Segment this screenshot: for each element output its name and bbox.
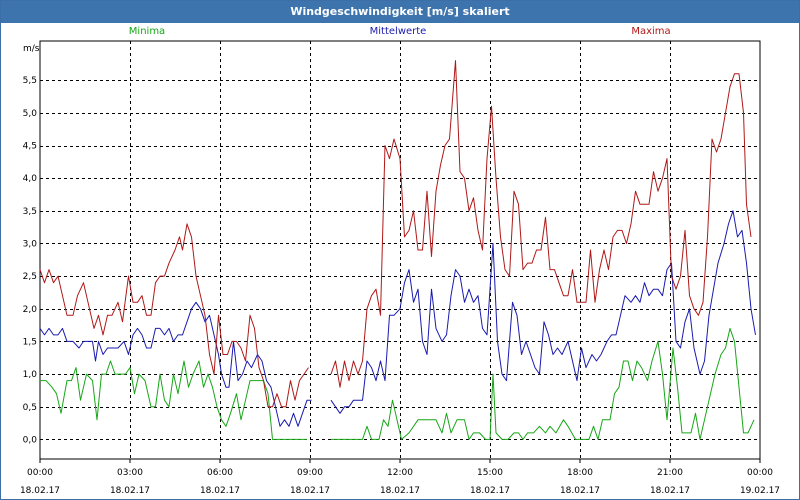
x-tick-label-date: 18.02.17	[470, 486, 510, 496]
x-tick-label-date: 18.02.17	[380, 486, 420, 496]
grid	[39, 40, 761, 460]
x-tick-label-time: 03:00	[117, 468, 143, 478]
series-line-maxima	[39, 223, 309, 408]
x-tick-label-date: 18.02.17	[560, 486, 600, 496]
series-line-minima	[40, 360, 307, 440]
wind-speed-chart: 0,0 0,5 1,0 1,5 2,0 2,5 3,0 3,5 4,0 4,5 5,0 5,5 00:…	[20, 26, 780, 496]
y-tick-label: 1,5	[23, 337, 37, 347]
legend-item-minima: Minima	[129, 26, 165, 37]
x-tick-label-date: 19.02.17	[740, 486, 780, 496]
window-title: Windgeschwindigkeit [m/s] skaliert	[1, 1, 799, 23]
x-tick-label-time: 00:00	[747, 468, 773, 478]
series-line-minima	[331, 327, 755, 440]
y-tick-label: 4,5	[23, 142, 37, 152]
y-axis-unit-label: m/s	[23, 44, 40, 54]
x-tick-label-time: 06:00	[207, 468, 233, 478]
y-tick-label: 0,0	[23, 435, 38, 445]
x-tick-label-time: 21:00	[657, 468, 683, 478]
legend-item-mittelwerte: Mittelwerte	[370, 26, 427, 37]
series-line-maxima	[330, 60, 752, 388]
x-tick-label-date: 18.02.17	[650, 486, 690, 496]
y-tick-label: 4,0	[23, 174, 38, 184]
y-tick-label: 0,5	[23, 403, 37, 413]
x-tick-label-date: 18.02.17	[110, 486, 150, 496]
y-tick-label: 2,0	[23, 305, 38, 315]
y-tick-label: 2,5	[23, 272, 37, 282]
series-line-mittelwerte	[39, 301, 312, 427]
x-tick-label-time: 15:00	[477, 468, 503, 478]
x-tick-label-time: 09:00	[297, 468, 323, 478]
y-tick-label: 1,0	[23, 370, 38, 380]
x-tick-label-date: 18.02.17	[200, 486, 240, 496]
y-tick-label: 5,0	[23, 109, 38, 119]
y-axis: 0,0 0,5 1,0 1,5 2,0 2,5 3,0 3,5 4,0 4,5 5,0 5,5	[23, 76, 38, 445]
legend: Minima Mittelwerte Maxima	[129, 26, 671, 37]
x-tick-label-date: 18.02.17	[290, 486, 330, 496]
series-lines	[39, 60, 756, 440]
legend-item-maxima: Maxima	[631, 26, 670, 37]
y-tick-label: 3,0	[23, 239, 38, 249]
x-tick-label-time: 18:00	[567, 468, 593, 478]
y-tick-label: 3,5	[23, 207, 37, 217]
x-axis: 00:00 18.02.17 03:00 18.02.17 06:00 18.02.17 0…	[20, 459, 780, 496]
series-line-mittelwerte	[330, 210, 756, 414]
x-tick-label-date: 18.02.17	[20, 486, 60, 496]
y-tick-label: 5,5	[23, 76, 37, 86]
x-tick-label-time: 00:00	[27, 468, 53, 478]
x-tick-label-time: 12:00	[387, 468, 413, 478]
